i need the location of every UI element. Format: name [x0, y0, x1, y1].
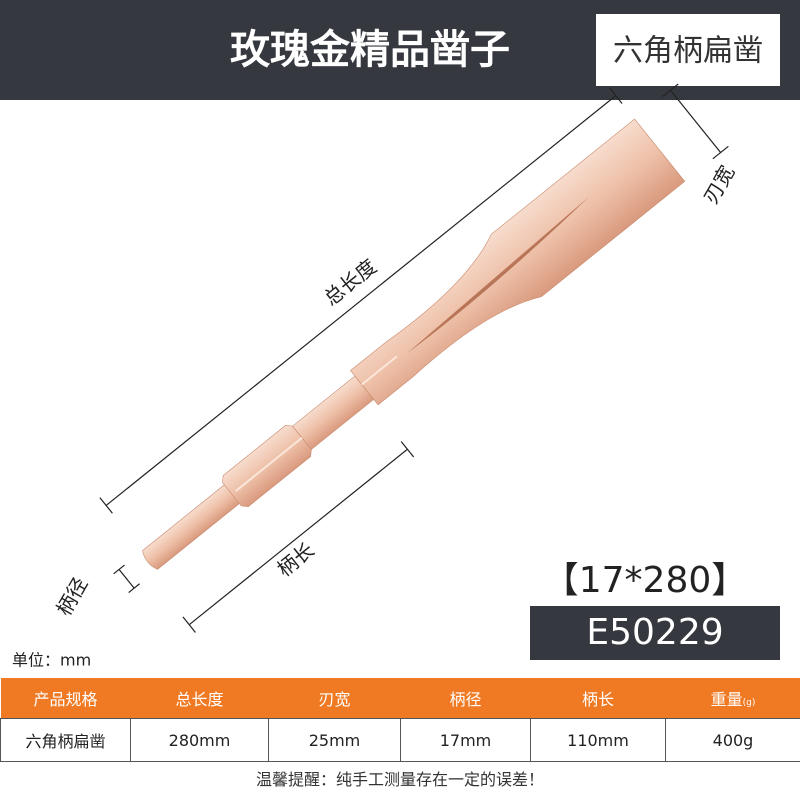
spec: 【17*280】	[543, 560, 748, 601]
header-row: 产品规格 总长度 刃宽 柄径 柄长 重量(g)	[0, 678, 800, 719]
header-cell: 产品规格	[0, 678, 131, 719]
cell: 六角柄扁凿	[0, 718, 131, 762]
header-cell: 柄长	[530, 678, 666, 719]
cell: 25mm	[268, 718, 401, 762]
data-row: 六角柄扁凿 280mm 25mm 17mm 110mm 400g	[0, 718, 800, 762]
shank-length-label: 柄长	[273, 538, 319, 582]
model-box	[530, 606, 780, 660]
model: E50229	[586, 612, 723, 653]
chisel: 总长度	[99, 83, 729, 633]
total-length-label: 总长度	[319, 254, 381, 310]
header-cell: 重量(g)	[665, 678, 800, 719]
blade-width-label: 刃宽	[699, 161, 740, 208]
footer-note: 温馨提醒：纯手工测量存在一定的误差！	[255, 770, 544, 789]
badge: 六角柄扁凿	[613, 34, 763, 69]
unit: (g)	[742, 698, 756, 708]
title: 玫瑰金精品凿子	[230, 27, 510, 73]
header-cell: 刃宽	[268, 678, 401, 719]
shank-diameter-label: 柄径	[52, 573, 93, 620]
cell: 280mm	[130, 718, 269, 762]
illustration: 玫瑰金精品凿子 六角柄扁凿 总长度 柄长 柄径 刃宽 【17*280】 E502…	[0, 0, 800, 670]
header-cell: 总长度	[130, 678, 269, 719]
cell: 400g	[665, 718, 800, 762]
header-cell: 柄径	[400, 678, 531, 719]
header-text: 重量	[710, 690, 743, 709]
spec-table: 产品规格 总长度 刃宽 柄径 柄长 重量(g) 六角柄扁凿 280mm 25mm…	[0, 678, 800, 762]
cell: 17mm	[400, 718, 531, 762]
cell: 110mm	[530, 718, 666, 762]
unit-note: 单位：mm	[12, 651, 91, 670]
badge-box	[596, 14, 780, 86]
